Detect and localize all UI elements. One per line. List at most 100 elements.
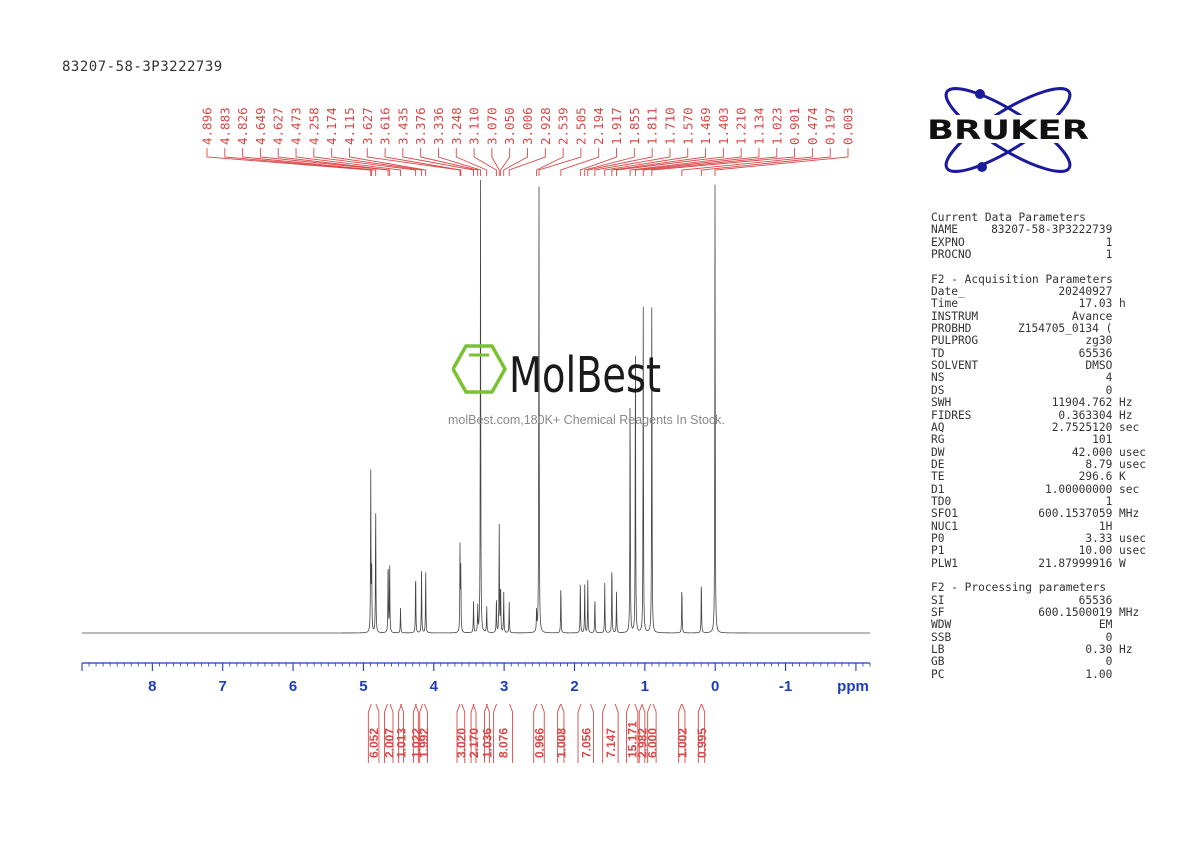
- param-row: WDW EM: [931, 618, 1146, 631]
- param-key: LB: [931, 643, 945, 657]
- integral-bracket-right: [472, 703, 477, 763]
- integral-bracket-right: [461, 703, 466, 763]
- param-row: GB 0: [931, 655, 1146, 669]
- param-unit: usec: [1112, 544, 1146, 558]
- integral-bracket-left: [456, 703, 461, 763]
- param-value-wrap: 0.363304 Hz: [1058, 408, 1146, 422]
- integral-value-label: 1.002: [675, 728, 689, 758]
- peak-label: 4.174: [324, 107, 339, 145]
- param-value-wrap: 101: [1092, 434, 1146, 446]
- param-value: 20240927: [1058, 285, 1113, 299]
- param-value-wrap: 11904.762 Hz: [1052, 396, 1146, 410]
- param-row: TD 65536: [931, 347, 1146, 360]
- param-row: SI 65536: [931, 593, 1146, 607]
- param-unit: [1112, 631, 1146, 644]
- param-row: EXPNO 1: [931, 235, 1146, 249]
- integral-value-label: 2.170: [467, 728, 481, 758]
- peak-label: 3.616: [378, 107, 393, 145]
- param-key: PROBHD: [931, 322, 972, 336]
- param-value: 10.00: [1078, 544, 1113, 558]
- param-unit: Hz: [1112, 408, 1146, 422]
- param-value-wrap: EM: [1099, 619, 1146, 631]
- integral-bracket-left: [626, 703, 630, 763]
- param-value: 1: [1105, 235, 1113, 249]
- integral-value-label: 6.000: [645, 728, 659, 758]
- param-group-title: F2 - Processing parameters: [931, 581, 1107, 595]
- param-value-wrap: 10.00 usec: [1079, 545, 1146, 557]
- param-row: SOLVENT DMSO: [931, 359, 1146, 373]
- param-value-wrap: 2.7525120 sec: [1052, 421, 1146, 434]
- param-unit: [1112, 655, 1146, 668]
- peak-label: 4.896: [200, 107, 215, 145]
- param-unit: [1112, 223, 1146, 236]
- integral-bracket-right: [614, 703, 619, 763]
- x-tick-label: 8: [148, 678, 156, 695]
- integral-value-label: 1.013: [395, 728, 409, 758]
- peak-label: 2.505: [573, 107, 588, 145]
- param-value-wrap: 8.79 usec: [1085, 457, 1146, 471]
- param-key: FIDRES: [931, 408, 972, 422]
- param-key: SOLVENT: [931, 359, 979, 373]
- peak-label-leader: [579, 148, 617, 176]
- integral-bracket-left: [557, 703, 562, 763]
- peak-label: 3.070: [484, 107, 499, 145]
- peak-label-leader: [500, 148, 511, 176]
- peak-label: 1.469: [698, 107, 713, 145]
- param-key: Time: [931, 297, 958, 311]
- integral-value-label: 2.982: [636, 728, 650, 758]
- watermark-tagline: molBest.com,180K+ Chemical Reagents In S…: [448, 413, 725, 427]
- param-unit: usec: [1112, 457, 1146, 471]
- integral-bracket-left: [647, 703, 652, 763]
- param-key: PULPROG: [931, 334, 979, 348]
- param-value: 600.1500019: [1038, 606, 1113, 619]
- param-row: PROBHD Z154705_0134 (: [931, 322, 1146, 336]
- peak-label-leader: [634, 148, 760, 176]
- peak-label-leader: [259, 148, 389, 176]
- param-unit: [1112, 433, 1146, 446]
- param-value: 0.30: [1085, 643, 1113, 657]
- integral-bracket-right: [634, 703, 639, 763]
- param-value: 42.000: [1071, 445, 1113, 459]
- peak-label: 1.570: [680, 107, 695, 145]
- param-unit: Hz: [1112, 643, 1146, 657]
- param-value-wrap: 1: [1106, 248, 1146, 261]
- integral-bracket-left: [602, 703, 607, 763]
- x-tick-label: 3: [500, 678, 508, 695]
- param-row: TD0 1: [931, 495, 1146, 508]
- param-value-wrap: 1H: [1099, 520, 1146, 533]
- param-unit: [1112, 248, 1146, 261]
- bruker-logo: BRUKER: [922, 84, 1094, 176]
- param-value-wrap: 0: [1106, 384, 1146, 397]
- integral-bracket-left: [678, 703, 683, 763]
- nmr-spectrum-chart: 4.896 4.883 4.826 4.649 4.627 4.473 4.258 4.174…: [81, 107, 871, 763]
- param-key: SI: [931, 593, 945, 607]
- peak-label: 4.883: [217, 107, 232, 145]
- param-unit: [1112, 594, 1146, 607]
- param-key: SWH: [931, 396, 952, 410]
- peak-label-leader: [616, 148, 724, 176]
- param-row: P0 3.33 usec: [931, 532, 1146, 545]
- param-value-wrap: zg30: [1085, 335, 1146, 347]
- peak-label-leader: [384, 148, 462, 176]
- param-group: F2 - Acquisition Parameters Date_ 20240927…: [931, 273, 1146, 570]
- peak-label: 1.023: [769, 107, 784, 145]
- param-key: NS: [931, 371, 945, 385]
- peak-label-leader: [331, 148, 422, 176]
- param-unit: [1112, 322, 1146, 335]
- param-row: SSB 0: [931, 631, 1146, 644]
- integral-value-label: 7.147: [604, 728, 618, 758]
- param-key: INSTRUM: [931, 309, 979, 323]
- param-value: Avance: [1071, 309, 1113, 323]
- peak-label-group: 4.896 4.883 4.826 4.649 4.627 4.473 4.258 4.174…: [200, 107, 856, 176]
- param-key: Date_: [931, 285, 965, 299]
- peak-label: 4.473: [289, 107, 304, 145]
- param-value-wrap: 1.00: [1085, 668, 1146, 681]
- param-unit: [1112, 618, 1146, 631]
- param-key: DE: [931, 457, 945, 471]
- x-tick-label: 2: [570, 678, 578, 695]
- param-value-wrap: 296.6 K: [1079, 471, 1146, 483]
- peak-label: 1.710: [662, 107, 677, 145]
- param-key: DS: [931, 383, 945, 397]
- param-unit: Hz: [1112, 396, 1146, 410]
- peak-label-leader: [681, 148, 813, 176]
